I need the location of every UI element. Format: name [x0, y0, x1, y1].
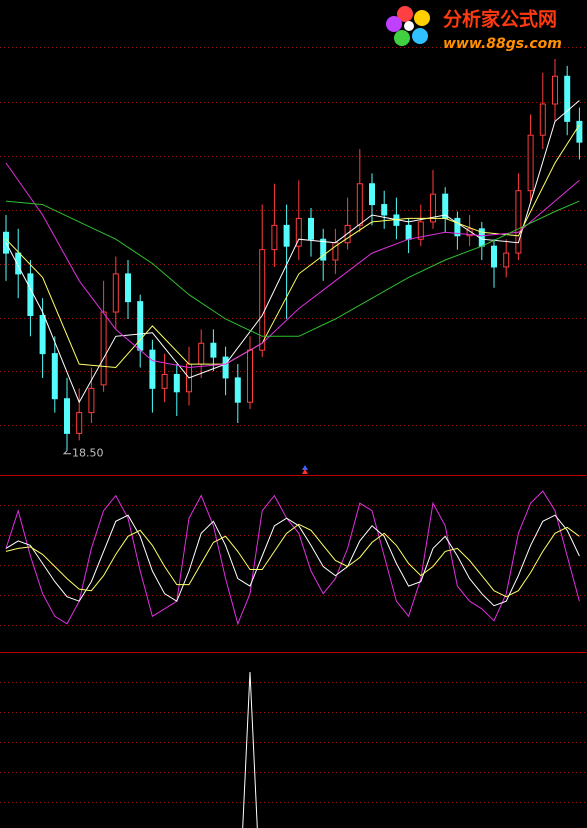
candle-body [271, 224, 278, 251]
candle-body [283, 224, 290, 247]
annotation-pointer [62, 450, 71, 455]
line-series [5, 523, 580, 598]
candle-body [417, 221, 424, 240]
candle-body [161, 373, 168, 389]
logo-petal [412, 28, 428, 44]
candle-body [527, 134, 534, 192]
candle-body [491, 245, 497, 268]
candle-body [39, 315, 46, 355]
candle-body [503, 252, 510, 268]
logo-title: 分析家公式网 [443, 8, 557, 31]
logo-center [404, 21, 414, 31]
candle-body [356, 183, 363, 226]
line-series [5, 490, 580, 626]
candle-body [552, 75, 558, 105]
candle-body [137, 301, 144, 351]
candle-body [112, 273, 119, 313]
candle-body [308, 217, 314, 240]
logo-petal [414, 10, 430, 26]
candle-body [259, 249, 266, 351]
candle-body [64, 398, 70, 434]
candle-body [405, 224, 412, 240]
candle-body [222, 356, 229, 379]
plot-layer: 18.50 [3, 58, 583, 828]
candle-body [76, 412, 83, 434]
line-series [5, 514, 580, 607]
marker-icon [302, 465, 308, 470]
candle-body [564, 75, 571, 122]
line-series [5, 162, 580, 369]
candle-body [100, 311, 107, 386]
logo-url: www.88gs.com [443, 36, 562, 52]
candle-body [198, 342, 205, 365]
candle-body [27, 273, 34, 317]
candle-body [210, 342, 217, 358]
candle-body [381, 204, 388, 216]
marker-icon [302, 469, 308, 474]
candle-body [454, 217, 461, 237]
annotation-label: 18.50 [72, 447, 104, 460]
candle-body [320, 238, 327, 261]
candle-body [234, 377, 241, 403]
logo: 分析家公式网 www.88gs.com [386, 6, 562, 52]
candle-body [149, 349, 156, 389]
line-series [242, 671, 258, 828]
candle-body [576, 120, 583, 143]
logo-petal [386, 16, 402, 32]
candle-body [369, 183, 375, 206]
logo-petal [397, 6, 413, 22]
candle-body [15, 252, 22, 275]
candle-body [430, 193, 436, 223]
candle-body [539, 103, 546, 136]
candle-body [247, 349, 253, 403]
candle-body [515, 190, 522, 254]
candle-body [125, 273, 131, 303]
candle-body [51, 353, 58, 400]
line-series [5, 200, 580, 337]
line-series [5, 124, 580, 369]
candle-body [88, 387, 95, 414]
candle-body [295, 217, 302, 247]
candle-body [173, 373, 180, 393]
logo-petal [394, 30, 410, 46]
